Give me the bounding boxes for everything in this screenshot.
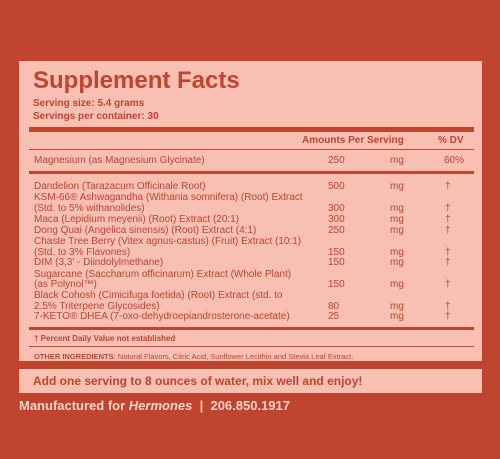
amount: 150 [328, 279, 345, 290]
daily-value: † [445, 279, 451, 290]
unit: mg [390, 203, 404, 214]
table-row: Chaste Tree Berry (Vitex agnus-castus) (… [19, 236, 482, 248]
daily-value: † [445, 301, 451, 312]
daily-value: † [445, 181, 451, 192]
ingredient-name: Chaste Tree Berry (Vitex agnus-castus) (… [34, 236, 302, 247]
servings-per-container: Servings per container: 30 [33, 111, 159, 122]
ingredient-name: DIM (3,3' - Diindolylmethane) [34, 257, 164, 268]
daily-value: † [445, 225, 451, 236]
ingredient-name-cont: (Std. to 5% withanolides) [34, 203, 145, 214]
directions-text: Add one serving to 8 ounces of water, mi… [33, 374, 363, 388]
amount: 300 [328, 214, 345, 225]
unit: mg [390, 311, 404, 322]
table-row: Magnesium (as Magnesium Glycinate) 250 m… [19, 155, 482, 167]
other-ingredients-label: OTHER INGREDIENTS [34, 352, 114, 361]
table-row: Dong Quai (Angelica sinensis) (Root) Ext… [19, 225, 482, 237]
table-row: (Std. to 3% Flavones) 150 mg † [19, 247, 482, 259]
table-row: 2.5% Triterpene Glycosides) 80 mg † [19, 301, 482, 313]
table-row: (as Polynol™) 150 mg † [19, 279, 482, 291]
page-title: Supplement Facts [33, 67, 240, 94]
daily-value: † [445, 247, 451, 258]
thick-divider [29, 127, 474, 132]
medium-divider [29, 327, 474, 330]
other-ingredients: OTHER INGREDIENTS: Natural Flavors, Citr… [34, 352, 353, 361]
ingredient-name: Maca (Lepidium meyenii) (Root) Extract (… [34, 214, 240, 225]
ingredient-name: Black Cohosh (Cimicifuga foetida) (Root)… [34, 290, 283, 301]
table-row: Dandelion (Tarazacum Officinale Root) 50… [19, 181, 482, 193]
other-ingredients-text: : Natural Flavors, Citric Acid, Sunflowe… [113, 352, 354, 361]
amount: 150 [328, 247, 345, 258]
amount: 250 [328, 225, 345, 236]
medium-divider [29, 171, 474, 174]
unit: mg [390, 301, 404, 312]
table-row: DIM (3,3' - Diindolylmethane) 150 mg † [19, 257, 482, 269]
dv-header: % DV [438, 135, 464, 146]
ingredient-name: KSM-66® Ashwagandha (Withania somnifera)… [34, 192, 303, 203]
unit: mg [390, 257, 404, 268]
unit: mg [390, 214, 404, 225]
dv-footnote: † Percent Daily Value not established [34, 334, 176, 343]
unit: mg [390, 279, 404, 290]
amounts-header: Amounts Per Serving [302, 135, 404, 146]
daily-value: 60% [444, 155, 465, 166]
ingredient-name-cont: (Std. to 3% Flavones) [34, 247, 131, 258]
table-row: KSM-66® Ashwagandha (Withania somnifera)… [19, 192, 482, 204]
table-row: Black Cohosh (Cimicifuga foetida) (Root)… [19, 290, 482, 302]
manufacturer-footer: Manufactured for Hermones | 206.850.1917 [19, 398, 290, 413]
divider [29, 149, 474, 150]
daily-value: † [445, 203, 451, 214]
amount: 500 [328, 181, 345, 192]
serving-size: Serving size: 5.4 grams [33, 98, 145, 109]
amount: 250 [328, 155, 345, 166]
brand-name: Hermones [128, 398, 193, 413]
unit: mg [390, 247, 404, 258]
amount: 25 [328, 311, 340, 322]
unit: mg [390, 181, 404, 192]
table-row: Sugarcane (Saccharum officinarum) Extrac… [19, 269, 482, 281]
ingredient-name: Dong Quai (Angelica sinensis) (Root) Ext… [34, 225, 257, 236]
table-row: (Std. to 5% withanolides) 300 mg † [19, 203, 482, 215]
ingredient-name: Dandelion (Tarazacum Officinale Root) [34, 181, 206, 192]
ingredient-name: Magnesium (as Magnesium Glycinate) [34, 155, 205, 166]
daily-value: † [445, 214, 451, 225]
footer-prefix: Manufactured for [19, 398, 129, 413]
supplement-facts-panel: Supplement Facts Serving size: 5.4 grams… [19, 61, 482, 361]
ingredient-name-cont: (as Polynol™) [34, 279, 97, 290]
unit: mg [390, 225, 404, 236]
ingredient-name: Sugarcane (Saccharum officinarum) Extrac… [34, 269, 292, 280]
ingredient-name: 7-KETO® DHEA (7-oxo-dehydroepiandrostero… [34, 311, 290, 322]
amount: 80 [328, 301, 340, 312]
directions-panel: Add one serving to 8 ounces of water, mi… [19, 369, 482, 393]
divider [29, 346, 474, 347]
amount: 300 [328, 203, 345, 214]
unit: mg [390, 155, 404, 166]
daily-value: † [445, 257, 451, 268]
daily-value: † [445, 311, 451, 322]
table-row: Maca (Lepidium meyenii) (Root) Extract (… [19, 214, 482, 226]
table-row: 7-KETO® DHEA (7-oxo-dehydroepiandrostero… [19, 311, 482, 323]
footer-separator: | [192, 398, 211, 413]
phone-number: 206.850.1917 [210, 398, 290, 413]
amount: 150 [328, 257, 345, 268]
ingredient-name-cont: 2.5% Triterpene Glycosides) [34, 301, 160, 312]
